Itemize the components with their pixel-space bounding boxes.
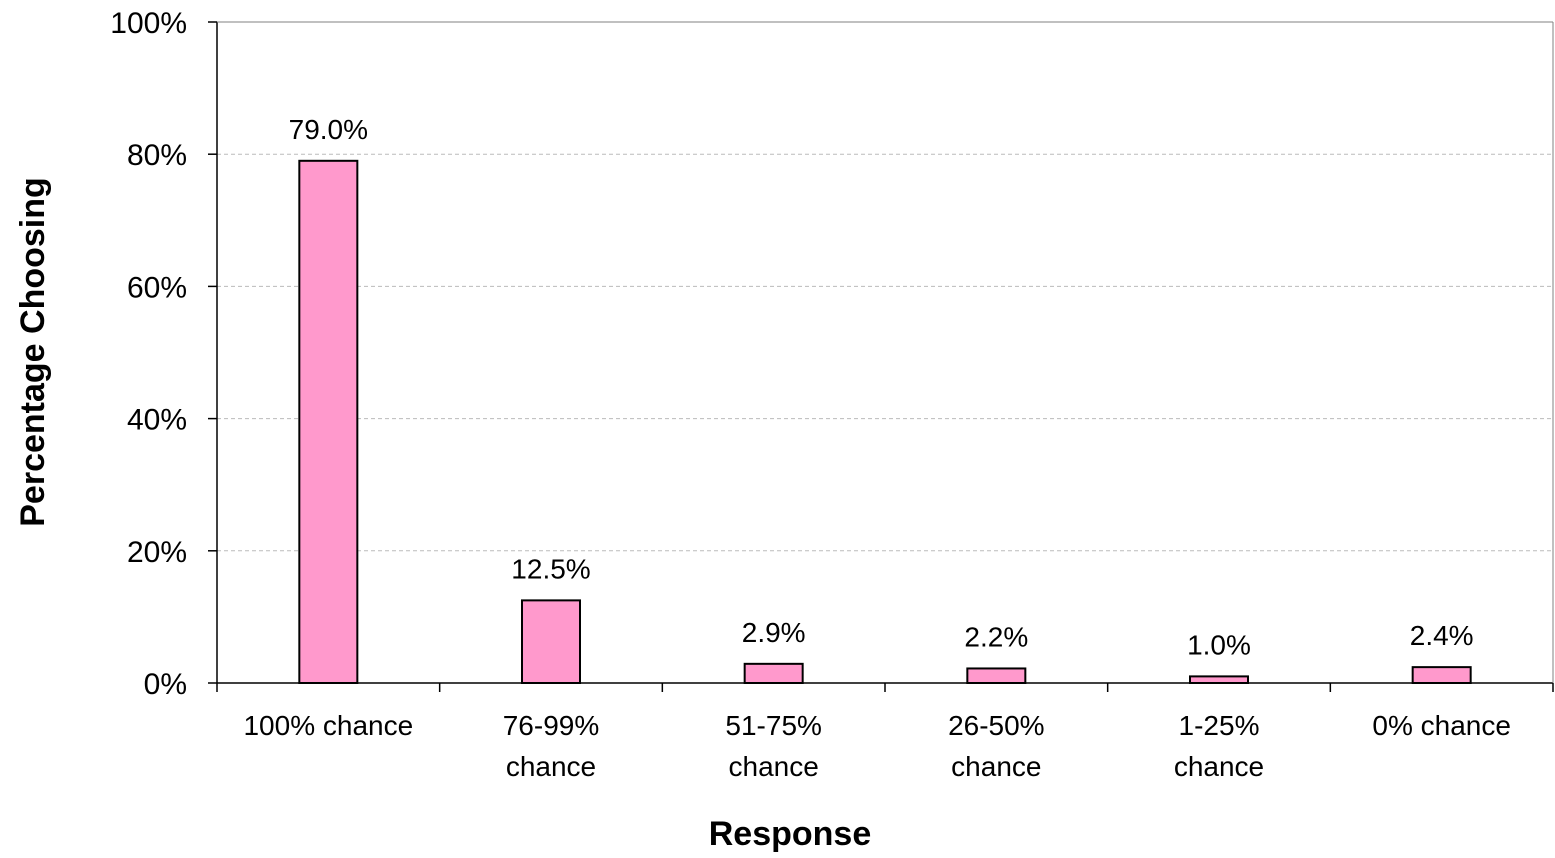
category-label: 26-50% — [948, 710, 1045, 741]
y-tick-label: 80% — [127, 139, 187, 172]
category-label: chance — [729, 751, 819, 782]
category-label: 51-75% — [725, 710, 822, 741]
category-label: chance — [1174, 751, 1264, 782]
data-label: 2.2% — [964, 621, 1028, 652]
y-axis-title: Percentage Choosing — [14, 177, 52, 527]
bar — [1189, 675, 1249, 685]
labels: 0% 20% 40% 60% 80% 100% 79.0% 100% chance 12.5% 7… — [110, 7, 1511, 782]
data-label: 1.0% — [1187, 629, 1251, 660]
bars — [298, 159, 1472, 685]
data-label: 79.0% — [289, 114, 368, 145]
bar — [743, 662, 804, 684]
data-label: 2.9% — [742, 617, 806, 648]
bar — [966, 667, 1027, 685]
category-label: chance — [951, 751, 1041, 782]
y-tick-label: 0% — [144, 668, 187, 701]
gridlines — [217, 21, 1553, 552]
axes — [208, 21, 1554, 692]
y-tick-label: 40% — [127, 404, 187, 437]
y-tick-label: 100% — [110, 7, 187, 40]
x-axis-title: Response — [709, 815, 872, 853]
category-label: 0% chance — [1372, 710, 1511, 741]
y-tick-label: 60% — [127, 271, 187, 304]
category-label: chance — [506, 751, 596, 782]
bar — [521, 599, 581, 684]
data-label: 12.5% — [511, 553, 590, 584]
category-label: 100% chance — [243, 710, 413, 741]
bar — [298, 159, 359, 684]
category-label: 76-99% — [503, 710, 600, 741]
y-tick-label: 20% — [127, 536, 187, 569]
category-label: 1-25% — [1179, 710, 1260, 741]
bar — [1411, 666, 1472, 684]
data-label: 2.4% — [1410, 620, 1474, 651]
